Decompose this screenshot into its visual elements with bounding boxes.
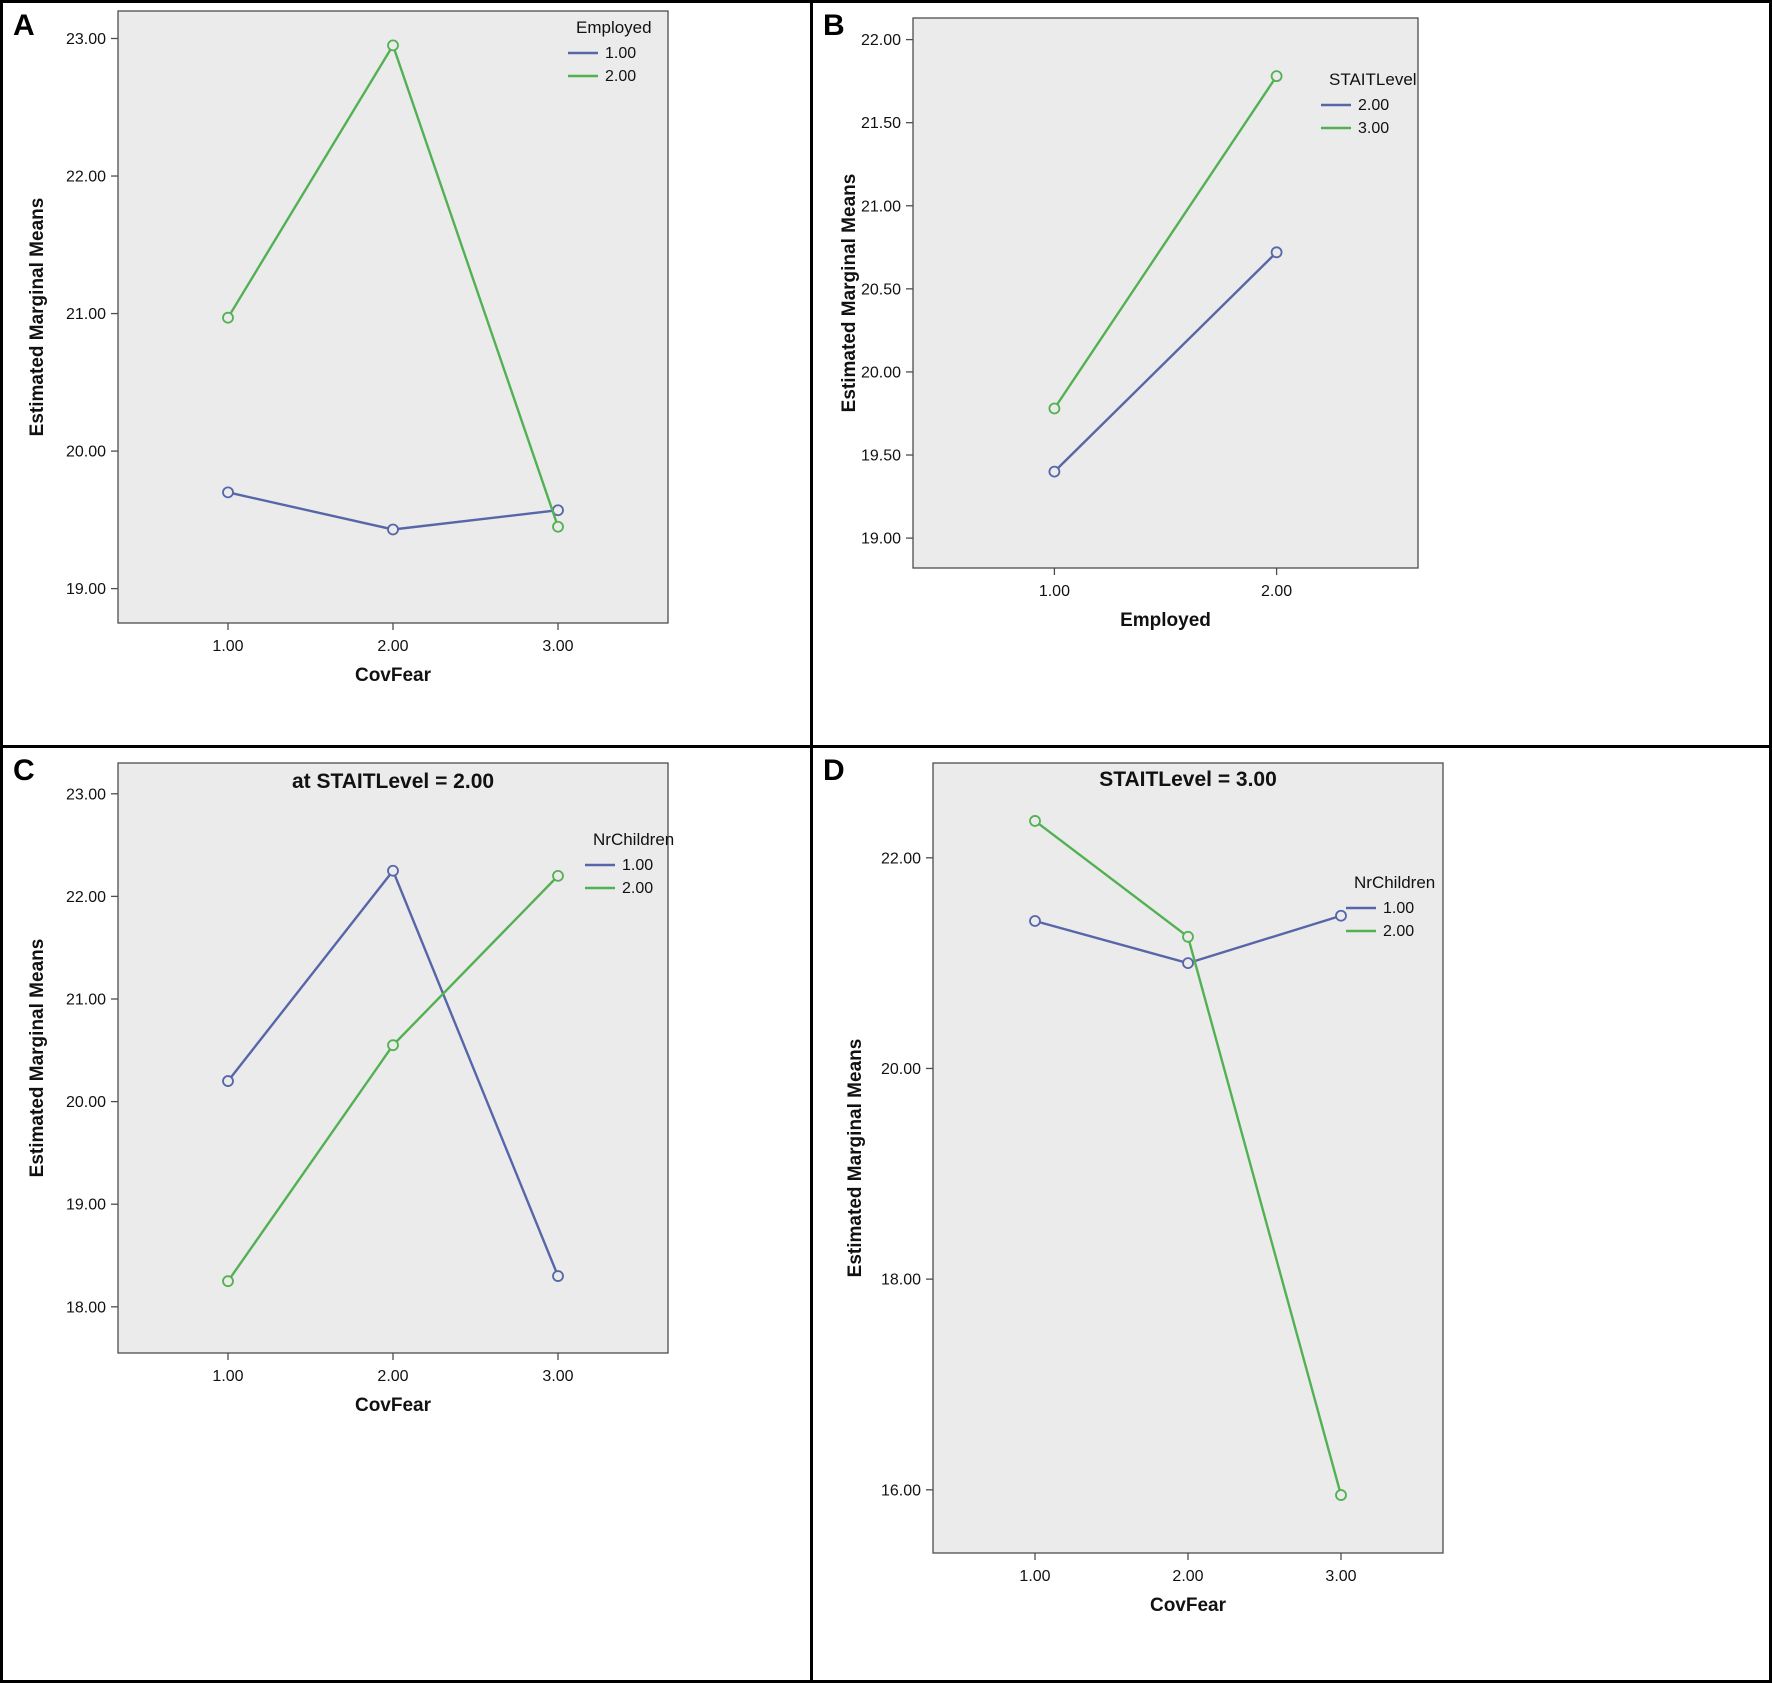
plot-area: [117, 10, 669, 624]
y-tick-label: 18.00: [66, 1299, 106, 1316]
data-point-marker: [387, 523, 399, 536]
y-tick-label: 21.00: [861, 198, 901, 215]
series-line-2.00: [1053, 251, 1278, 473]
emm-line-chart-C: at STAITLevel = 2.00 18.00 19.00 20.00 21.00…: [27, 762, 674, 1416]
y-tick-label: 21.00: [66, 306, 106, 323]
panel-label-B: B: [823, 9, 845, 42]
data-point-marker: [552, 520, 564, 533]
y-tick-label: 16.00: [881, 1482, 921, 1499]
data-point-marker: [1270, 246, 1283, 259]
x-tick-label: 3.00: [1325, 1568, 1356, 1585]
data-point-marker: [222, 486, 234, 499]
x-axis-label: Employed: [1120, 610, 1211, 631]
y-tick-label: 20.00: [66, 1094, 106, 1111]
x-tick-label: 1.00: [1019, 1568, 1050, 1585]
emm-line-chart-B: 19.00 19.50 20.00 20.50 21.00 21.50 22.00 1.00 2…: [839, 17, 1419, 631]
legend-entry-label: 3.00: [1358, 120, 1389, 137]
y-tick-label: 20.50: [861, 281, 901, 298]
data-point-marker: [387, 39, 399, 52]
legend-entry-label: 1.00: [1383, 900, 1414, 917]
x-tick-label: 3.00: [542, 638, 573, 655]
x-tick-label: 1.00: [1039, 583, 1070, 600]
data-point-marker: [1335, 1489, 1347, 1501]
y-axis-label: Estimated Marginal Means: [27, 939, 48, 1178]
y-axis-label: Estimated Marginal Means: [845, 1039, 866, 1278]
x-tick-label: 1.00: [212, 638, 243, 655]
panel-label-C: C: [13, 754, 35, 787]
panel-A: A 19.00 20.00 21.00 22.00 23.00 1.00 2.00 3.00 C…: [3, 3, 813, 748]
panel-label-A: A: [13, 9, 35, 42]
y-tick-label: 23.00: [66, 31, 106, 48]
x-axis-label: CovFear: [355, 1395, 432, 1416]
panel-B: B 19.00 19.50 20.00 20.50 21.00 21.50 22.00 1.0…: [813, 3, 1769, 748]
y-tick-label: 23.00: [66, 786, 106, 803]
data-point-marker: [1182, 957, 1194, 970]
panel-C: C at STAITLevel = 2.00 18.00 19.00 20.00 21.…: [3, 748, 813, 1680]
y-tick-label: 19.00: [66, 581, 106, 598]
data-point-marker: [1029, 915, 1041, 927]
data-point-marker: [222, 1275, 234, 1288]
x-tick-label: 1.00: [212, 1368, 243, 1385]
x-tick-label: 2.00: [377, 1368, 408, 1385]
x-tick-label: 2.00: [1172, 1568, 1203, 1585]
y-tick-label: 22.00: [66, 889, 106, 906]
data-point-marker: [1029, 815, 1041, 827]
chart-title: at STAITLevel = 2.00: [292, 770, 494, 793]
y-tick-label: 20.00: [861, 364, 901, 381]
x-axis-label: CovFear: [1150, 1595, 1227, 1616]
x-tick-label: 2.00: [1261, 583, 1292, 600]
x-tick-label: 2.00: [377, 638, 408, 655]
y-tick-label: 21.00: [66, 992, 106, 1009]
y-tick-label: 22.00: [881, 850, 921, 867]
data-point-marker: [1048, 465, 1061, 478]
data-point-marker: [222, 311, 234, 324]
emm-line-chart-A: 19.00 20.00 21.00 22.00 23.00 1.00 2.00 3.00 Cov…: [27, 10, 669, 686]
panel-label-D: D: [823, 754, 845, 787]
emm-line-chart-D: STAITLevel = 3.00 16.00 18.00 20.00 22.00 1.0…: [845, 762, 1444, 1616]
panel-D: D STAITLevel = 3.00 16.00 18.00 20.00 22.00 1…: [813, 748, 1769, 1680]
x-tick-label: 3.00: [542, 1368, 573, 1385]
data-point-marker: [552, 869, 564, 882]
legend-entry-label: 1.00: [622, 857, 653, 874]
x-axis-label: CovFear: [355, 665, 432, 686]
y-tick-label: 20.00: [881, 1061, 921, 1078]
legend-title: NrChildren: [593, 830, 674, 849]
y-tick-label: 21.50: [861, 115, 901, 132]
data-point-marker: [1270, 70, 1283, 83]
plot-area: [117, 762, 669, 1354]
legend-entry-label: 2.00: [1358, 97, 1389, 114]
chart-title: STAITLevel = 3.00: [1099, 768, 1277, 791]
legend-entry-label: 2.00: [605, 68, 636, 85]
y-axis-label: Estimated Marginal Means: [27, 198, 48, 437]
data-point-marker: [387, 1039, 399, 1052]
legend-entry-label: 2.00: [1383, 923, 1414, 940]
legend-entry-label: 2.00: [622, 880, 653, 897]
series-line-3.00: [1053, 75, 1278, 410]
y-axis-label: Estimated Marginal Means: [839, 174, 860, 413]
plot-area: [912, 17, 1419, 569]
y-tick-label: 22.00: [861, 32, 901, 49]
y-tick-label: 19.50: [861, 448, 901, 465]
legend-title: Employed: [576, 18, 652, 37]
y-tick-label: 19.00: [66, 1197, 106, 1214]
data-point-marker: [1335, 909, 1347, 922]
data-point-marker: [387, 864, 399, 877]
legend-title: STAITLevel: [1329, 70, 1417, 89]
plot-area: [932, 762, 1444, 1554]
data-point-marker: [552, 1270, 564, 1282]
legend-entry-label: 1.00: [605, 45, 636, 62]
data-point-marker: [222, 1075, 234, 1087]
y-tick-label: 18.00: [881, 1272, 921, 1289]
y-tick-label: 20.00: [66, 444, 106, 461]
data-point-marker: [1182, 930, 1194, 943]
legend-title: NrChildren: [1354, 873, 1435, 892]
y-tick-label: 22.00: [66, 169, 106, 186]
data-point-marker: [1048, 402, 1061, 415]
y-tick-label: 19.00: [861, 531, 901, 548]
